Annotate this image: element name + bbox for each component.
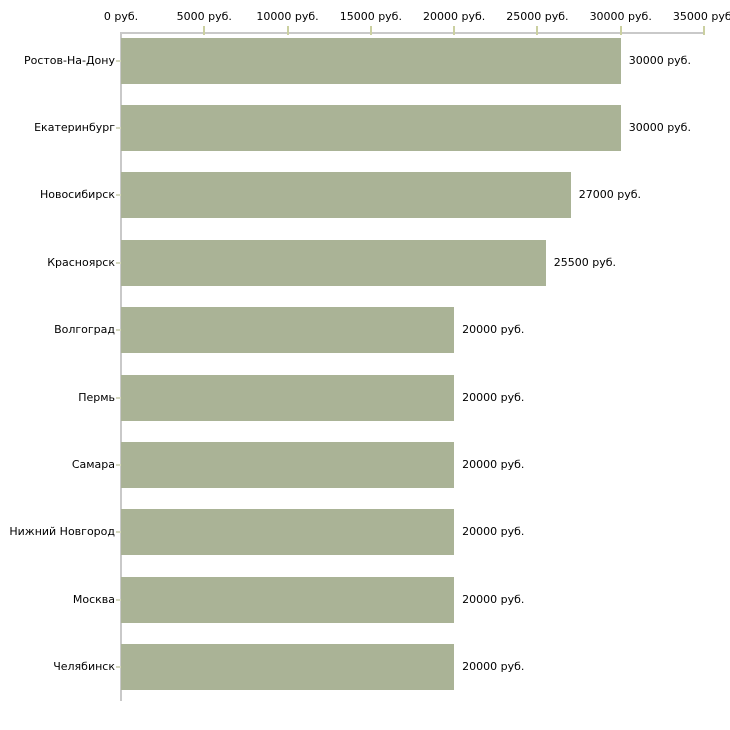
bar-value-label: 30000 руб. bbox=[628, 53, 691, 67]
category-label: Челябинск bbox=[53, 660, 115, 674]
category-tick-mark bbox=[116, 126, 121, 129]
bar-value-label: 20000 руб. bbox=[462, 457, 525, 471]
bar bbox=[121, 644, 455, 691]
category-tick-mark bbox=[116, 463, 121, 466]
category-label: Москва bbox=[72, 592, 115, 606]
bar bbox=[121, 172, 571, 219]
category-tick-mark bbox=[116, 329, 121, 332]
bar bbox=[121, 441, 455, 488]
x-axis-tick-mark bbox=[453, 26, 456, 35]
category-label: Красноярск bbox=[47, 255, 115, 269]
category-label: Екатеринбург bbox=[34, 120, 115, 134]
category-tick-mark bbox=[116, 531, 121, 534]
bar bbox=[121, 104, 621, 151]
category-label: Ростов-На-Дону bbox=[23, 53, 115, 67]
x-axis-tick-label: 20000 руб. bbox=[423, 10, 486, 23]
bar bbox=[121, 239, 546, 286]
bar bbox=[121, 37, 621, 84]
x-axis-tick-label: 10000 руб. bbox=[256, 10, 319, 23]
x-axis-line bbox=[120, 32, 705, 34]
category-label: Волгоград bbox=[54, 323, 115, 337]
category-tick-mark bbox=[116, 598, 121, 601]
category-label: Пермь bbox=[78, 390, 115, 404]
x-axis-tick-label: 30000 руб. bbox=[589, 10, 652, 23]
bar-value-label: 20000 руб. bbox=[462, 525, 525, 539]
category-label: Самара bbox=[71, 457, 115, 471]
bar bbox=[121, 509, 455, 556]
x-axis-tick-label: 15000 руб. bbox=[339, 10, 402, 23]
bar-value-label: 25500 руб. bbox=[553, 255, 617, 269]
x-axis-tick-label: 35000 руб. bbox=[672, 10, 730, 23]
bar bbox=[121, 374, 455, 421]
bar-value-label: 20000 руб. bbox=[462, 592, 525, 606]
bar-value-label: 20000 руб. bbox=[462, 390, 525, 404]
x-axis-tick-label: 5000 руб. bbox=[176, 10, 232, 23]
x-axis-tick-mark bbox=[369, 26, 372, 35]
bar bbox=[121, 307, 455, 354]
bar-value-label: 20000 руб. bbox=[462, 323, 525, 337]
x-axis-tick-mark bbox=[536, 26, 539, 35]
x-axis-tick-mark bbox=[619, 26, 622, 35]
category-label: Новосибирск bbox=[39, 188, 115, 202]
bar-value-label: 27000 руб. bbox=[578, 188, 641, 202]
x-axis-tick-label: 0 руб. bbox=[103, 10, 139, 23]
bar-value-label: 20000 руб. bbox=[462, 660, 525, 674]
category-tick-mark bbox=[116, 396, 121, 399]
category-label: Нижний Новгород bbox=[9, 525, 115, 539]
x-axis-tick-mark bbox=[286, 26, 289, 35]
bar bbox=[121, 576, 455, 623]
category-tick-mark bbox=[116, 666, 121, 669]
category-tick-mark bbox=[116, 59, 121, 62]
x-axis-tick-mark bbox=[203, 26, 206, 35]
x-axis-tick-mark bbox=[703, 26, 705, 35]
y-axis-line bbox=[120, 33, 122, 701]
bar-value-label: 30000 руб. bbox=[628, 120, 691, 134]
x-axis-tick-label: 25000 руб. bbox=[506, 10, 569, 23]
category-tick-mark bbox=[116, 261, 121, 264]
category-tick-mark bbox=[116, 194, 121, 197]
